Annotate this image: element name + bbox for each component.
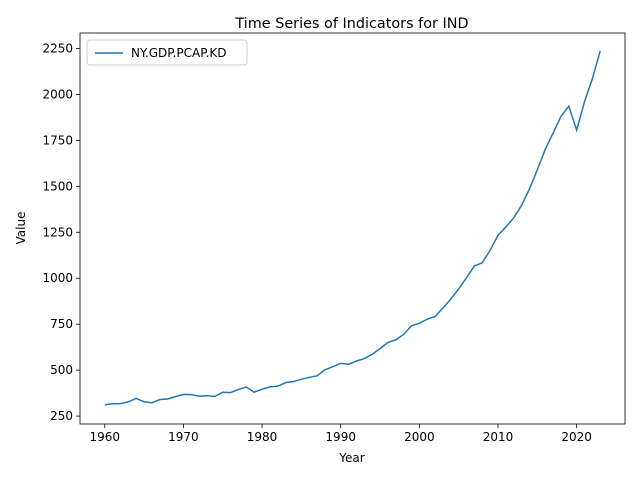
x-tick-label: 2010 — [483, 430, 514, 444]
x-tick-label: 2000 — [404, 430, 435, 444]
x-tick-label: 1980 — [247, 430, 278, 444]
plot-frame — [79, 32, 626, 425]
x-tick-label: 1990 — [325, 430, 356, 444]
legend-label: NY.GDP.PCAP.KD — [131, 46, 227, 60]
x-tick-label: 1970 — [168, 430, 199, 444]
y-tick-label: 1500 — [42, 179, 73, 193]
y-tick-label: 2000 — [42, 87, 73, 101]
x-tick-label: 2020 — [561, 430, 592, 444]
y-tick-label: 1000 — [42, 271, 73, 285]
chart-title: Time Series of Indicators for IND — [234, 16, 468, 32]
y-axis-label: Value — [14, 212, 28, 245]
y-tick-label: 750 — [50, 317, 73, 331]
y-tick-label: 250 — [50, 409, 73, 423]
y-tick-label: 2250 — [42, 41, 73, 55]
x-axis-label: Year — [338, 451, 364, 465]
y-tick-label: 1750 — [42, 133, 73, 147]
y-tick-label: 500 — [50, 363, 73, 377]
x-tick-label: 1960 — [89, 430, 120, 444]
legend-box — [86, 39, 248, 66]
line-series — [104, 50, 601, 406]
y-tick-label: 1250 — [42, 225, 73, 239]
